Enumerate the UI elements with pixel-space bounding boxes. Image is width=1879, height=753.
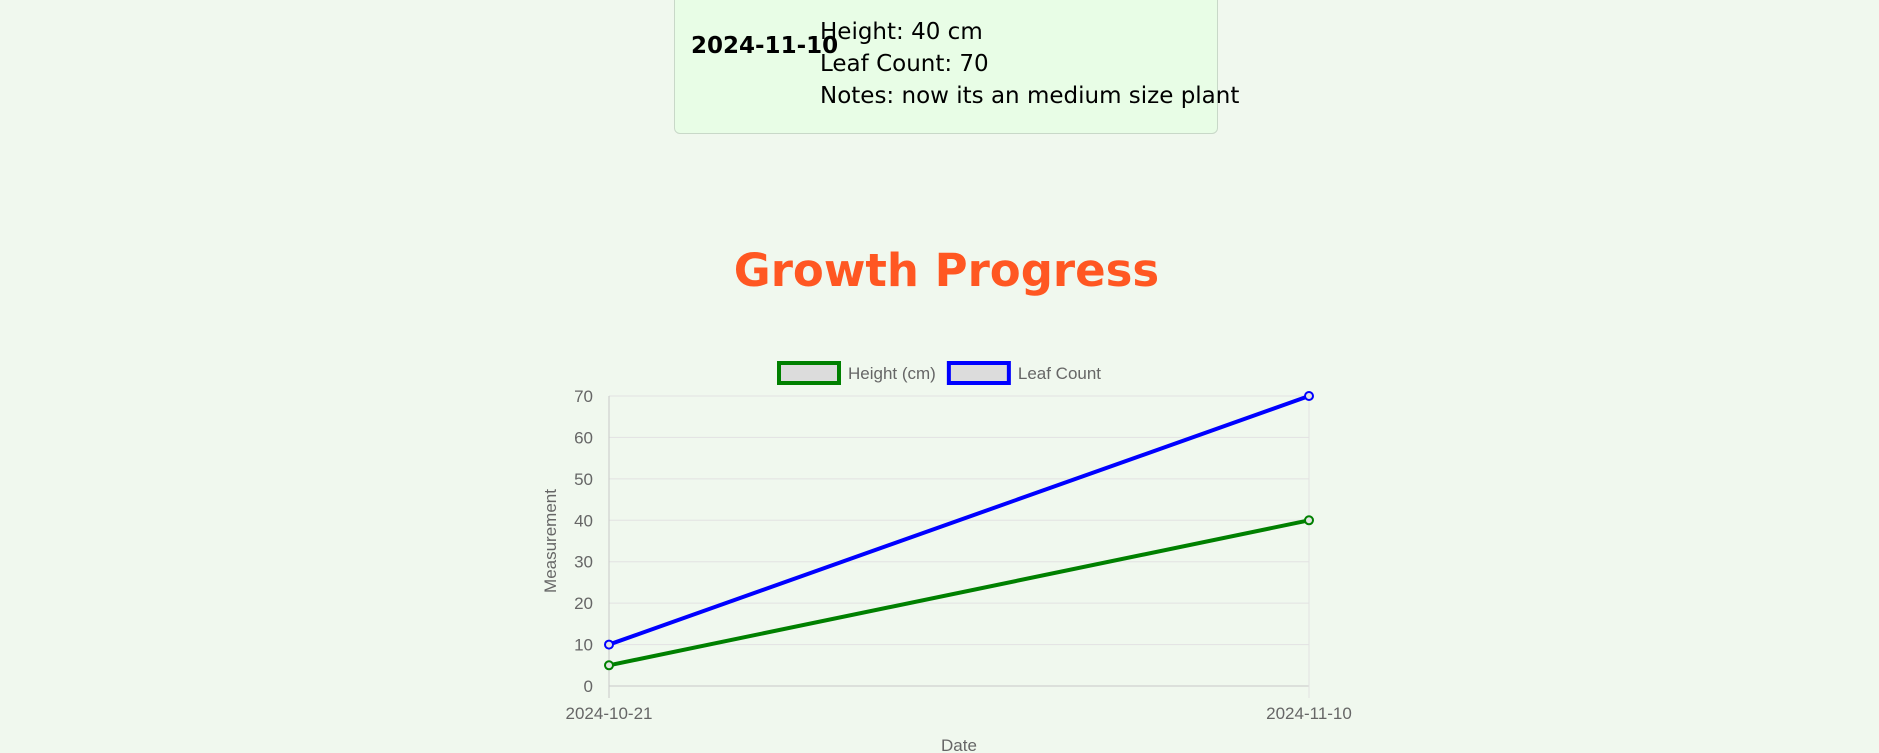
section-title: Growth Progress: [733, 244, 1160, 297]
y-tick-label: 0: [584, 677, 593, 696]
x-tick-label: 2024-10-21: [566, 704, 653, 723]
log-entry-leaf-count: Leaf Count: 70: [820, 51, 989, 77]
x-tick-label: 2024-11-10: [1266, 704, 1352, 723]
log-entry-height: Height: 40 cm: [820, 19, 983, 45]
y-tick-label: 30: [574, 553, 593, 572]
data-point: [1304, 391, 1314, 401]
y-axis-title: Measurement: [541, 489, 560, 593]
legend-swatch: [946, 361, 1011, 385]
y-tick-label: 20: [574, 594, 593, 613]
data-point: [1304, 515, 1314, 526]
series-line: [608, 394, 1310, 647]
y-tick-label: 60: [574, 428, 593, 447]
log-entry-card: 2024-11-10 Height: 40 cm Leaf Count: 70 …: [674, 0, 1239, 134]
data-point: [604, 660, 614, 671]
data-point: [604, 639, 614, 650]
log-entry-date: 2024-11-10: [691, 33, 839, 59]
log-entry-notes: Notes: now its an medium size plant: [820, 83, 1240, 109]
y-tick-label: 10: [574, 636, 593, 655]
y-tick-label: 40: [574, 511, 593, 530]
y-tick-label: 50: [574, 470, 593, 489]
legend-label: Height (cm): [848, 364, 936, 383]
series-line: [608, 518, 1310, 668]
y-tick-label: 70: [574, 387, 593, 406]
x-axis-title: Date: [941, 736, 977, 753]
legend-label: Leaf Count: [1018, 364, 1101, 383]
legend-swatch: [777, 361, 841, 385]
